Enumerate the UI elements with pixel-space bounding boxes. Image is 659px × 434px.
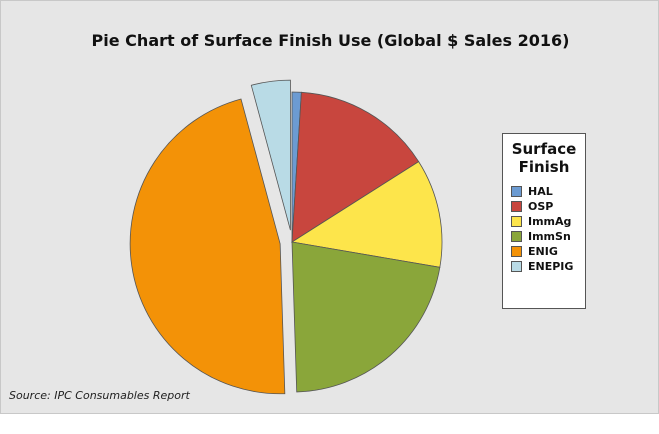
legend-title-line2: Finish — [518, 158, 570, 176]
legend-label: ImmSn — [528, 230, 571, 243]
legend-label: ENEPIG — [528, 260, 574, 273]
legend-item-enig: ENIG — [511, 244, 585, 259]
legend-swatch — [511, 186, 522, 197]
legend-swatch — [511, 216, 522, 227]
legend-item-hal: HAL — [511, 184, 585, 199]
legend-item-osp: OSP — [511, 199, 585, 214]
legend-title-line1: Surface — [511, 140, 577, 158]
legend-item-enepig: ENEPIG — [511, 259, 585, 274]
legend: Surface Finish HAL OSP ImmAg ImmSn ENIG ENEPI… — [502, 133, 586, 309]
legend-swatch — [511, 201, 522, 212]
legend-swatch — [511, 246, 522, 257]
legend-items: HAL OSP ImmAg ImmSn ENIG ENEPIG — [503, 184, 585, 274]
legend-swatch — [511, 261, 522, 272]
legend-title: Surface Finish — [503, 140, 585, 176]
legend-label: ImmAg — [528, 215, 572, 228]
pie-slice-enig — [129, 98, 286, 395]
chart-title: Pie Chart of Surface Finish Use (Global … — [91, 31, 570, 50]
legend-label: HAL — [528, 185, 553, 198]
pie-slice-osp — [291, 91, 420, 243]
legend-label: ENIG — [528, 245, 558, 258]
pie-slice-enepig — [250, 79, 291, 231]
pie-slice-immsn — [291, 241, 441, 393]
legend-label: OSP — [528, 200, 554, 213]
source-note: Source: IPC Consumables Report — [9, 389, 190, 402]
legend-swatch — [511, 231, 522, 242]
legend-item-immsn: ImmSn — [511, 229, 585, 244]
legend-item-immag: ImmAg — [511, 214, 585, 229]
pie-slice-immag — [290, 161, 443, 268]
